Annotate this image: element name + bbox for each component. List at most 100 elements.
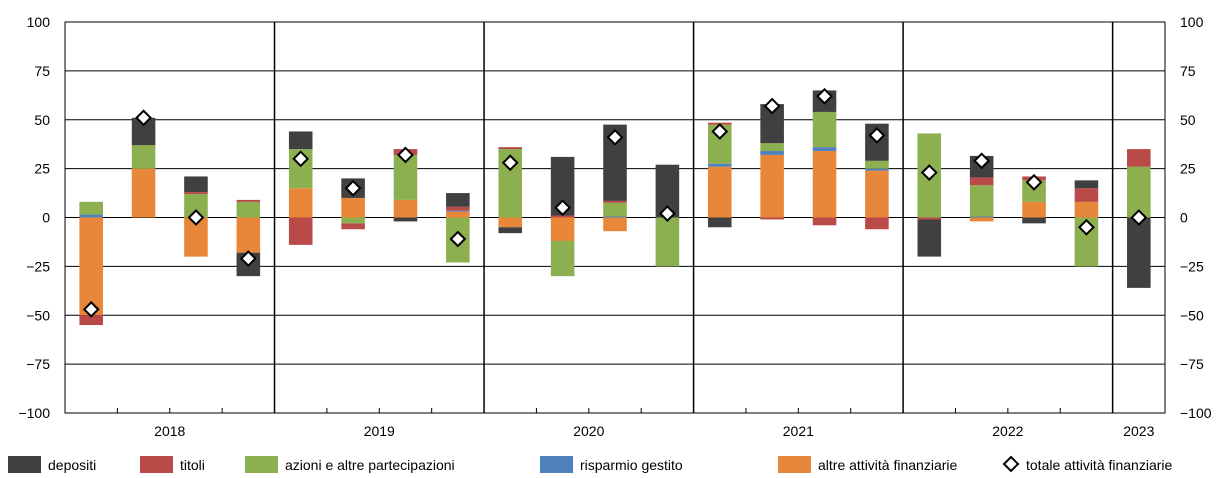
bar-segment-risparmio-gestito — [969, 216, 994, 218]
y-tick-label-right: 75 — [1180, 63, 1196, 79]
bar-segment-titoli — [236, 199, 261, 202]
y-tick-label-right: 25 — [1180, 161, 1196, 177]
total-marker — [711, 123, 729, 140]
bar-segment-titoli — [446, 206, 470, 211]
legend-label: altre attività finanziarie — [818, 457, 958, 473]
bar-segment-titoli — [917, 217, 942, 220]
bar-segment-risparmio-gestito — [865, 168, 889, 171]
bar-segment-azioni-e-altre-partecipazioni — [1022, 180, 1046, 202]
bar-segment-depositi — [184, 176, 208, 193]
bar-segment-azioni-e-altre-partecipazioni — [236, 201, 261, 218]
bar-segment-titoli — [550, 215, 575, 218]
bar-segment-depositi — [1127, 217, 1151, 288]
bar-segment-altre-attività-finanziarie — [760, 154, 784, 218]
legend-label: risparmio gestito — [580, 457, 683, 473]
bar-segment-altre-attività-finanziarie — [1074, 201, 1099, 218]
bar-segment-altre-attività-finanziarie — [79, 217, 103, 316]
y-tick-label-left: 25 — [34, 161, 50, 177]
legend-label: titoli — [180, 457, 205, 473]
bar-segment-azioni-e-altre-partecipazioni — [865, 160, 889, 169]
bar-segment-altre-attività-finanziarie — [288, 188, 313, 218]
bar-segment-risparmio-gestito — [79, 214, 103, 218]
total-marker — [1130, 209, 1148, 226]
bar-segment-risparmio-gestito — [603, 216, 627, 218]
bar-segment-depositi — [1074, 180, 1099, 189]
bar-segment-altre-attività-finanziarie — [603, 217, 627, 232]
y-tick-label-left: 75 — [34, 63, 50, 79]
bar-segment-depositi — [917, 219, 942, 257]
total-marker — [292, 150, 310, 168]
y-tick-label-left: −50 — [26, 307, 50, 323]
legend-swatch — [8, 456, 41, 473]
x-tick-label: 2019 — [364, 423, 395, 439]
bar-segment-azioni-e-altre-partecipazioni — [79, 201, 103, 215]
bar-segment-titoli — [288, 217, 313, 245]
bar-segment-azioni-e-altre-partecipazioni — [498, 149, 523, 218]
legend: depositi titoli azioni e altre partecipazi… — [8, 455, 1173, 473]
bar-segment-azioni-e-altre-partecipazioni — [341, 217, 365, 224]
plot-frame — [64, 21, 1166, 414]
total-marker — [606, 128, 624, 146]
bar-segment-depositi — [131, 117, 156, 146]
x-tick-label: 2023 — [1123, 423, 1154, 439]
bar-segment-azioni-e-altre-partecipazioni — [655, 217, 680, 267]
total-marker — [763, 97, 781, 115]
bar-segment-altre-attività-finanziarie — [236, 217, 261, 253]
y-tick-label-left: −100 — [18, 405, 50, 421]
bar-segment-titoli — [79, 315, 103, 326]
total-marker — [1025, 173, 1043, 191]
total-marker — [868, 126, 886, 144]
y-tick-label-left: 50 — [34, 112, 50, 128]
bar-segment-depositi — [707, 217, 732, 228]
total-marker — [82, 300, 100, 318]
total-marker — [449, 230, 467, 248]
legend-label: totale attività finanziarie — [1026, 457, 1173, 473]
y-tick-label-right: 100 — [1180, 14, 1204, 30]
bar-segment-titoli — [1127, 149, 1151, 167]
bar-segment-altre-attività-finanziarie — [446, 211, 470, 218]
bar-segment-altre-attività-finanziarie — [550, 217, 575, 241]
bar-segment-azioni-e-altre-partecipazioni — [131, 145, 156, 169]
y-tick-label-right: 0 — [1180, 210, 1188, 226]
bar-segment-titoli — [760, 217, 784, 220]
bars — [79, 90, 1151, 326]
bar-segment-depositi — [288, 131, 313, 150]
total-marker — [554, 199, 572, 217]
legend-label: depositi — [48, 457, 96, 473]
total-marker — [1078, 218, 1095, 236]
total-markers — [82, 87, 1148, 318]
y-tick-label-right: 50 — [1180, 112, 1196, 128]
total-marker — [501, 154, 519, 172]
bar-segment-azioni-e-altre-partecipazioni — [603, 202, 627, 217]
y-tick-label-left: 0 — [42, 210, 50, 226]
legend-swatch — [245, 456, 278, 473]
x-tick-label: 2022 — [992, 423, 1023, 439]
bar-segment-altre-attività-finanziarie — [1022, 201, 1046, 218]
legend-swatch — [140, 456, 173, 473]
bar-segment-depositi — [603, 124, 627, 201]
total-marker — [239, 250, 257, 267]
total-marker — [920, 164, 938, 181]
bar-segment-depositi — [446, 193, 470, 207]
bar-segment-titoli — [1074, 188, 1099, 202]
bar-segment-titoli — [603, 200, 627, 203]
bar-segment-altre-attività-finanziarie — [865, 170, 889, 218]
axes: −100 −100 −75 −75 −50 −50 −25 −25 0 0 25 25 50 50 75 75… — [18, 14, 1211, 439]
plot-border — [64, 21, 1166, 414]
y-tick-label-right: −50 — [1180, 307, 1204, 323]
legend-swatch — [778, 456, 811, 473]
bar-segment-titoli — [969, 177, 994, 186]
bar-segment-titoli — [184, 192, 208, 195]
bar-segment-depositi — [498, 227, 523, 234]
total-marker — [344, 179, 362, 197]
bar-segment-depositi — [655, 164, 680, 218]
y-tick-label-left: 100 — [27, 14, 51, 30]
bar-segment-depositi — [1022, 217, 1046, 224]
y-tick-label-right: −100 — [1180, 405, 1212, 421]
bar-segment-altre-attività-finanziarie — [184, 217, 208, 257]
bar-segment-risparmio-gestito — [812, 147, 837, 152]
y-tick-label-right: −75 — [1180, 356, 1204, 372]
x-tick-label: 2021 — [783, 423, 814, 439]
